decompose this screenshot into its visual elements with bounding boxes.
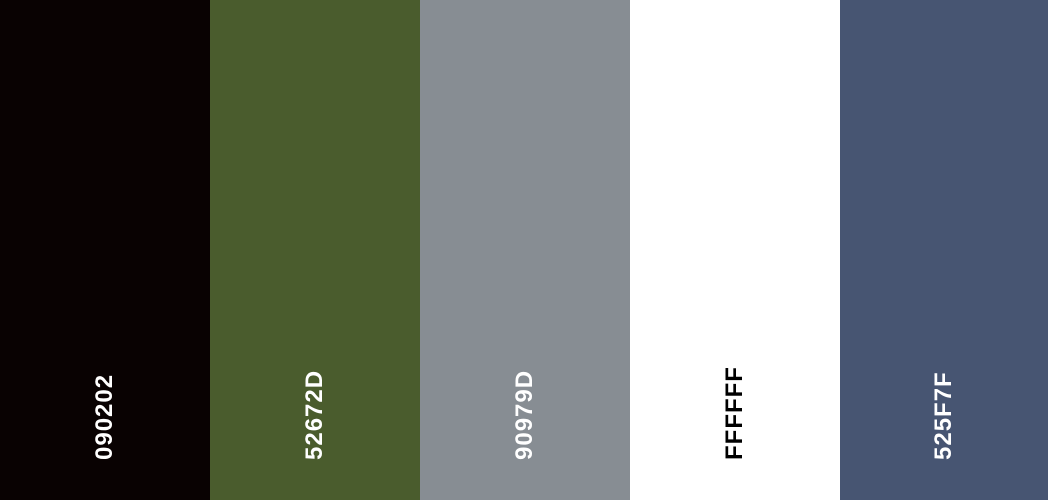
color-swatch-1[interactable]: 090202 xyxy=(0,0,210,500)
color-swatch-2[interactable]: 52672D xyxy=(210,0,420,500)
swatch-hex-label: 52672D xyxy=(301,369,328,460)
color-swatch-3[interactable]: 90979D xyxy=(420,0,630,500)
color-swatch-5[interactable]: 525F7F xyxy=(840,0,1048,500)
color-swatch-4[interactable]: FFFFFF xyxy=(630,0,840,500)
swatch-hex-label: 90979D xyxy=(511,369,538,460)
swatch-hex-label: 090202 xyxy=(91,373,118,460)
swatch-hex-label: FFFFFF xyxy=(721,366,748,460)
swatch-hex-label: 525F7F xyxy=(930,371,957,460)
